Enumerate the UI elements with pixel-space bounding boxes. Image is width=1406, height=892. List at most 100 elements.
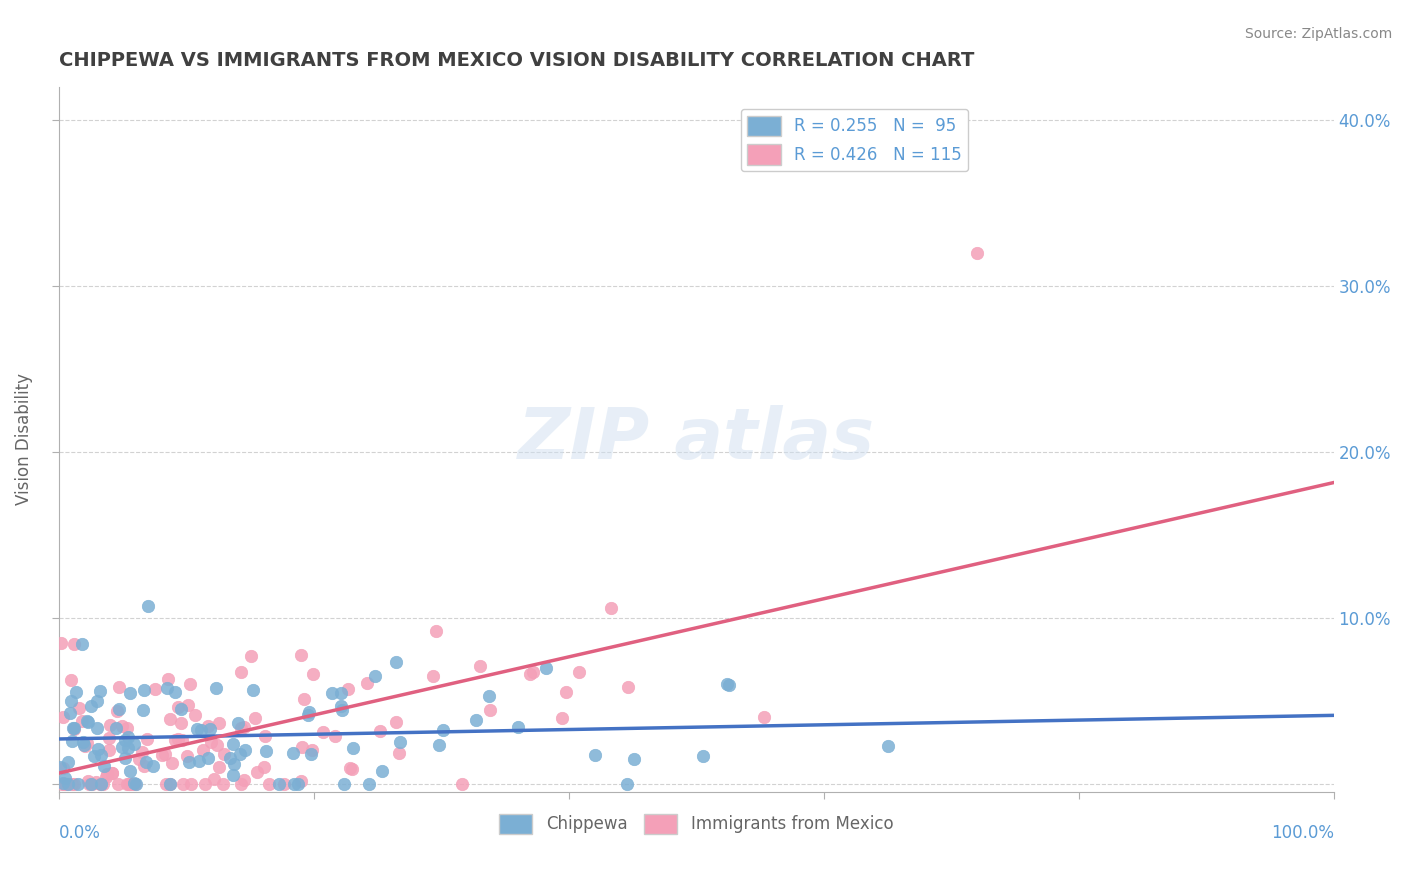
Point (254, 744, 277, 758)
Point (329, 698, 352, 713)
Point (120, 777, 142, 791)
Point (468, 658, 491, 673)
Point (425, 624, 447, 639)
Point (229, 777, 252, 791)
Point (550, 711, 572, 725)
Point (600, 600, 623, 615)
Point (298, 705, 321, 719)
Point (233, 773, 256, 788)
Point (226, 715, 249, 730)
Point (56, 777, 79, 791)
Point (111, 718, 134, 732)
Point (231, 665, 253, 679)
Point (202, 772, 225, 786)
Point (124, 777, 146, 791)
Point (111, 740, 134, 755)
Point (124, 777, 146, 791)
Point (283, 777, 305, 791)
Point (451, 777, 474, 791)
Point (67, 777, 90, 791)
Point (159, 777, 181, 791)
Point (138, 599, 160, 614)
Point (101, 766, 124, 780)
Point (94, 770, 117, 784)
Point (83, 748, 105, 763)
Point (301, 743, 323, 757)
Point (342, 740, 364, 755)
Y-axis label: Vision Disability: Vision Disability (15, 374, 32, 506)
Point (128, 752, 150, 766)
Point (120, 764, 142, 778)
Point (117, 741, 139, 756)
Point (297, 707, 319, 722)
Point (89, 684, 111, 698)
Point (134, 759, 156, 773)
Point (519, 666, 541, 681)
Point (385, 715, 408, 730)
Point (536, 661, 558, 675)
Point (122, 777, 145, 791)
Point (56, 777, 79, 791)
Point (90, 777, 112, 791)
Point (177, 698, 200, 712)
Point (235, 742, 257, 756)
Point (179, 755, 201, 769)
Point (108, 680, 131, 694)
Point (51, 777, 73, 791)
Point (107, 777, 129, 791)
Point (312, 725, 335, 739)
Point (180, 777, 202, 791)
Point (232, 720, 254, 734)
Point (114, 733, 136, 747)
Point (176, 748, 198, 763)
Point (583, 748, 606, 763)
Point (246, 764, 269, 779)
Point (115, 721, 138, 735)
Point (339, 761, 361, 775)
Point (186, 723, 208, 737)
Point (876, 739, 898, 753)
Point (76, 736, 98, 750)
Point (465, 713, 488, 727)
Point (388, 746, 411, 760)
Point (198, 722, 221, 736)
Text: 0.0%: 0.0% (59, 824, 101, 842)
Text: 100.0%: 100.0% (1271, 824, 1334, 842)
Point (118, 686, 141, 700)
Point (190, 723, 212, 738)
Point (208, 715, 231, 730)
Point (72, 735, 94, 749)
Point (568, 665, 591, 680)
Point (617, 680, 640, 694)
Point (60, 673, 83, 688)
Point (96, 767, 118, 781)
Point (84, 774, 107, 789)
Point (385, 656, 408, 670)
Point (170, 702, 193, 716)
Point (65, 684, 87, 698)
Point (165, 685, 187, 699)
Point (117, 730, 139, 744)
Point (323, 729, 346, 743)
Point (166, 732, 188, 747)
Point (122, 737, 145, 751)
Point (80, 777, 103, 791)
Point (59, 706, 82, 720)
Legend: Chippewa, Immigrants from Mexico: Chippewa, Immigrants from Mexico (492, 807, 900, 840)
Point (333, 777, 356, 791)
Point (479, 703, 502, 717)
Point (371, 764, 394, 778)
Point (49, 636, 72, 650)
Point (89, 777, 111, 791)
Point (108, 702, 131, 716)
Point (72, 739, 94, 753)
Point (363, 669, 385, 683)
Point (302, 666, 325, 681)
Point (52, 710, 75, 724)
Point (432, 723, 454, 737)
Point (356, 676, 378, 690)
Point (93, 759, 115, 773)
Point (197, 719, 219, 733)
Point (273, 777, 295, 791)
Point (62, 637, 84, 651)
